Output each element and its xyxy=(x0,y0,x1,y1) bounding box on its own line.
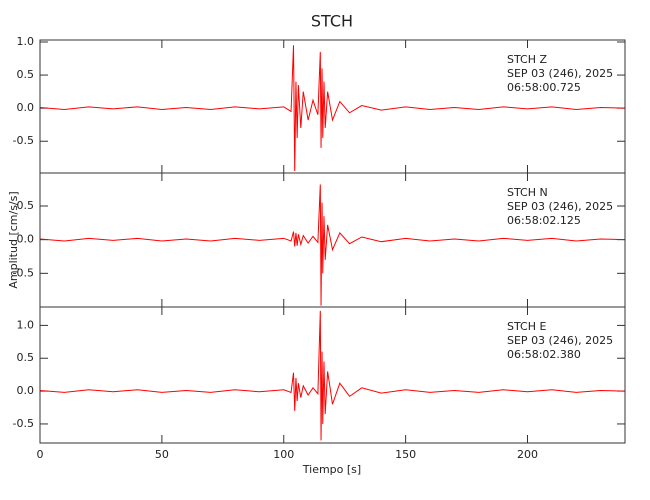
x-tick-label: 0 xyxy=(37,448,44,461)
annotation: STCH N xyxy=(507,186,548,199)
annotation: 06:58:02.125 xyxy=(507,214,581,227)
y-tick-label: -0.5 xyxy=(13,266,34,279)
y-tick-label: 0.5 xyxy=(17,68,35,81)
annotation: 06:58:02.380 xyxy=(507,348,581,361)
x-tick-label: 50 xyxy=(155,448,169,461)
annotation: SEP 03 (246), 2025 xyxy=(507,334,613,347)
y-axis-label: Amplitud [cm/s/s] xyxy=(7,191,20,288)
annotation: SEP 03 (246), 2025 xyxy=(507,67,613,80)
annotation: SEP 03 (246), 2025 xyxy=(507,200,613,213)
y-tick-label: 0.0 xyxy=(17,384,35,397)
y-tick-label: 0.0 xyxy=(17,233,35,246)
annotation: STCH E xyxy=(507,320,547,333)
chart-title: STCH xyxy=(311,12,353,31)
waveform xyxy=(39,184,626,306)
x-tick-label: 150 xyxy=(395,448,416,461)
panel-frame xyxy=(39,306,626,444)
x-tick-label: 200 xyxy=(517,448,538,461)
y-tick-label: -0.5 xyxy=(13,417,34,430)
annotation: 06:58:00.725 xyxy=(507,81,581,94)
waveform xyxy=(39,45,626,172)
x-axis-label: Tiempo [s] xyxy=(302,463,361,476)
y-tick-label: 1.0 xyxy=(17,318,35,331)
x-tick-label: 100 xyxy=(273,448,294,461)
y-tick-label: -0.5 xyxy=(13,134,34,147)
y-tick-label: 0.5 xyxy=(17,351,35,364)
y-tick-label: 0.5 xyxy=(17,199,35,212)
y-tick-label: 0.0 xyxy=(17,101,35,114)
waveform xyxy=(39,310,626,441)
y-tick-label: 1.0 xyxy=(17,35,35,48)
annotation: STCH Z xyxy=(507,53,548,66)
